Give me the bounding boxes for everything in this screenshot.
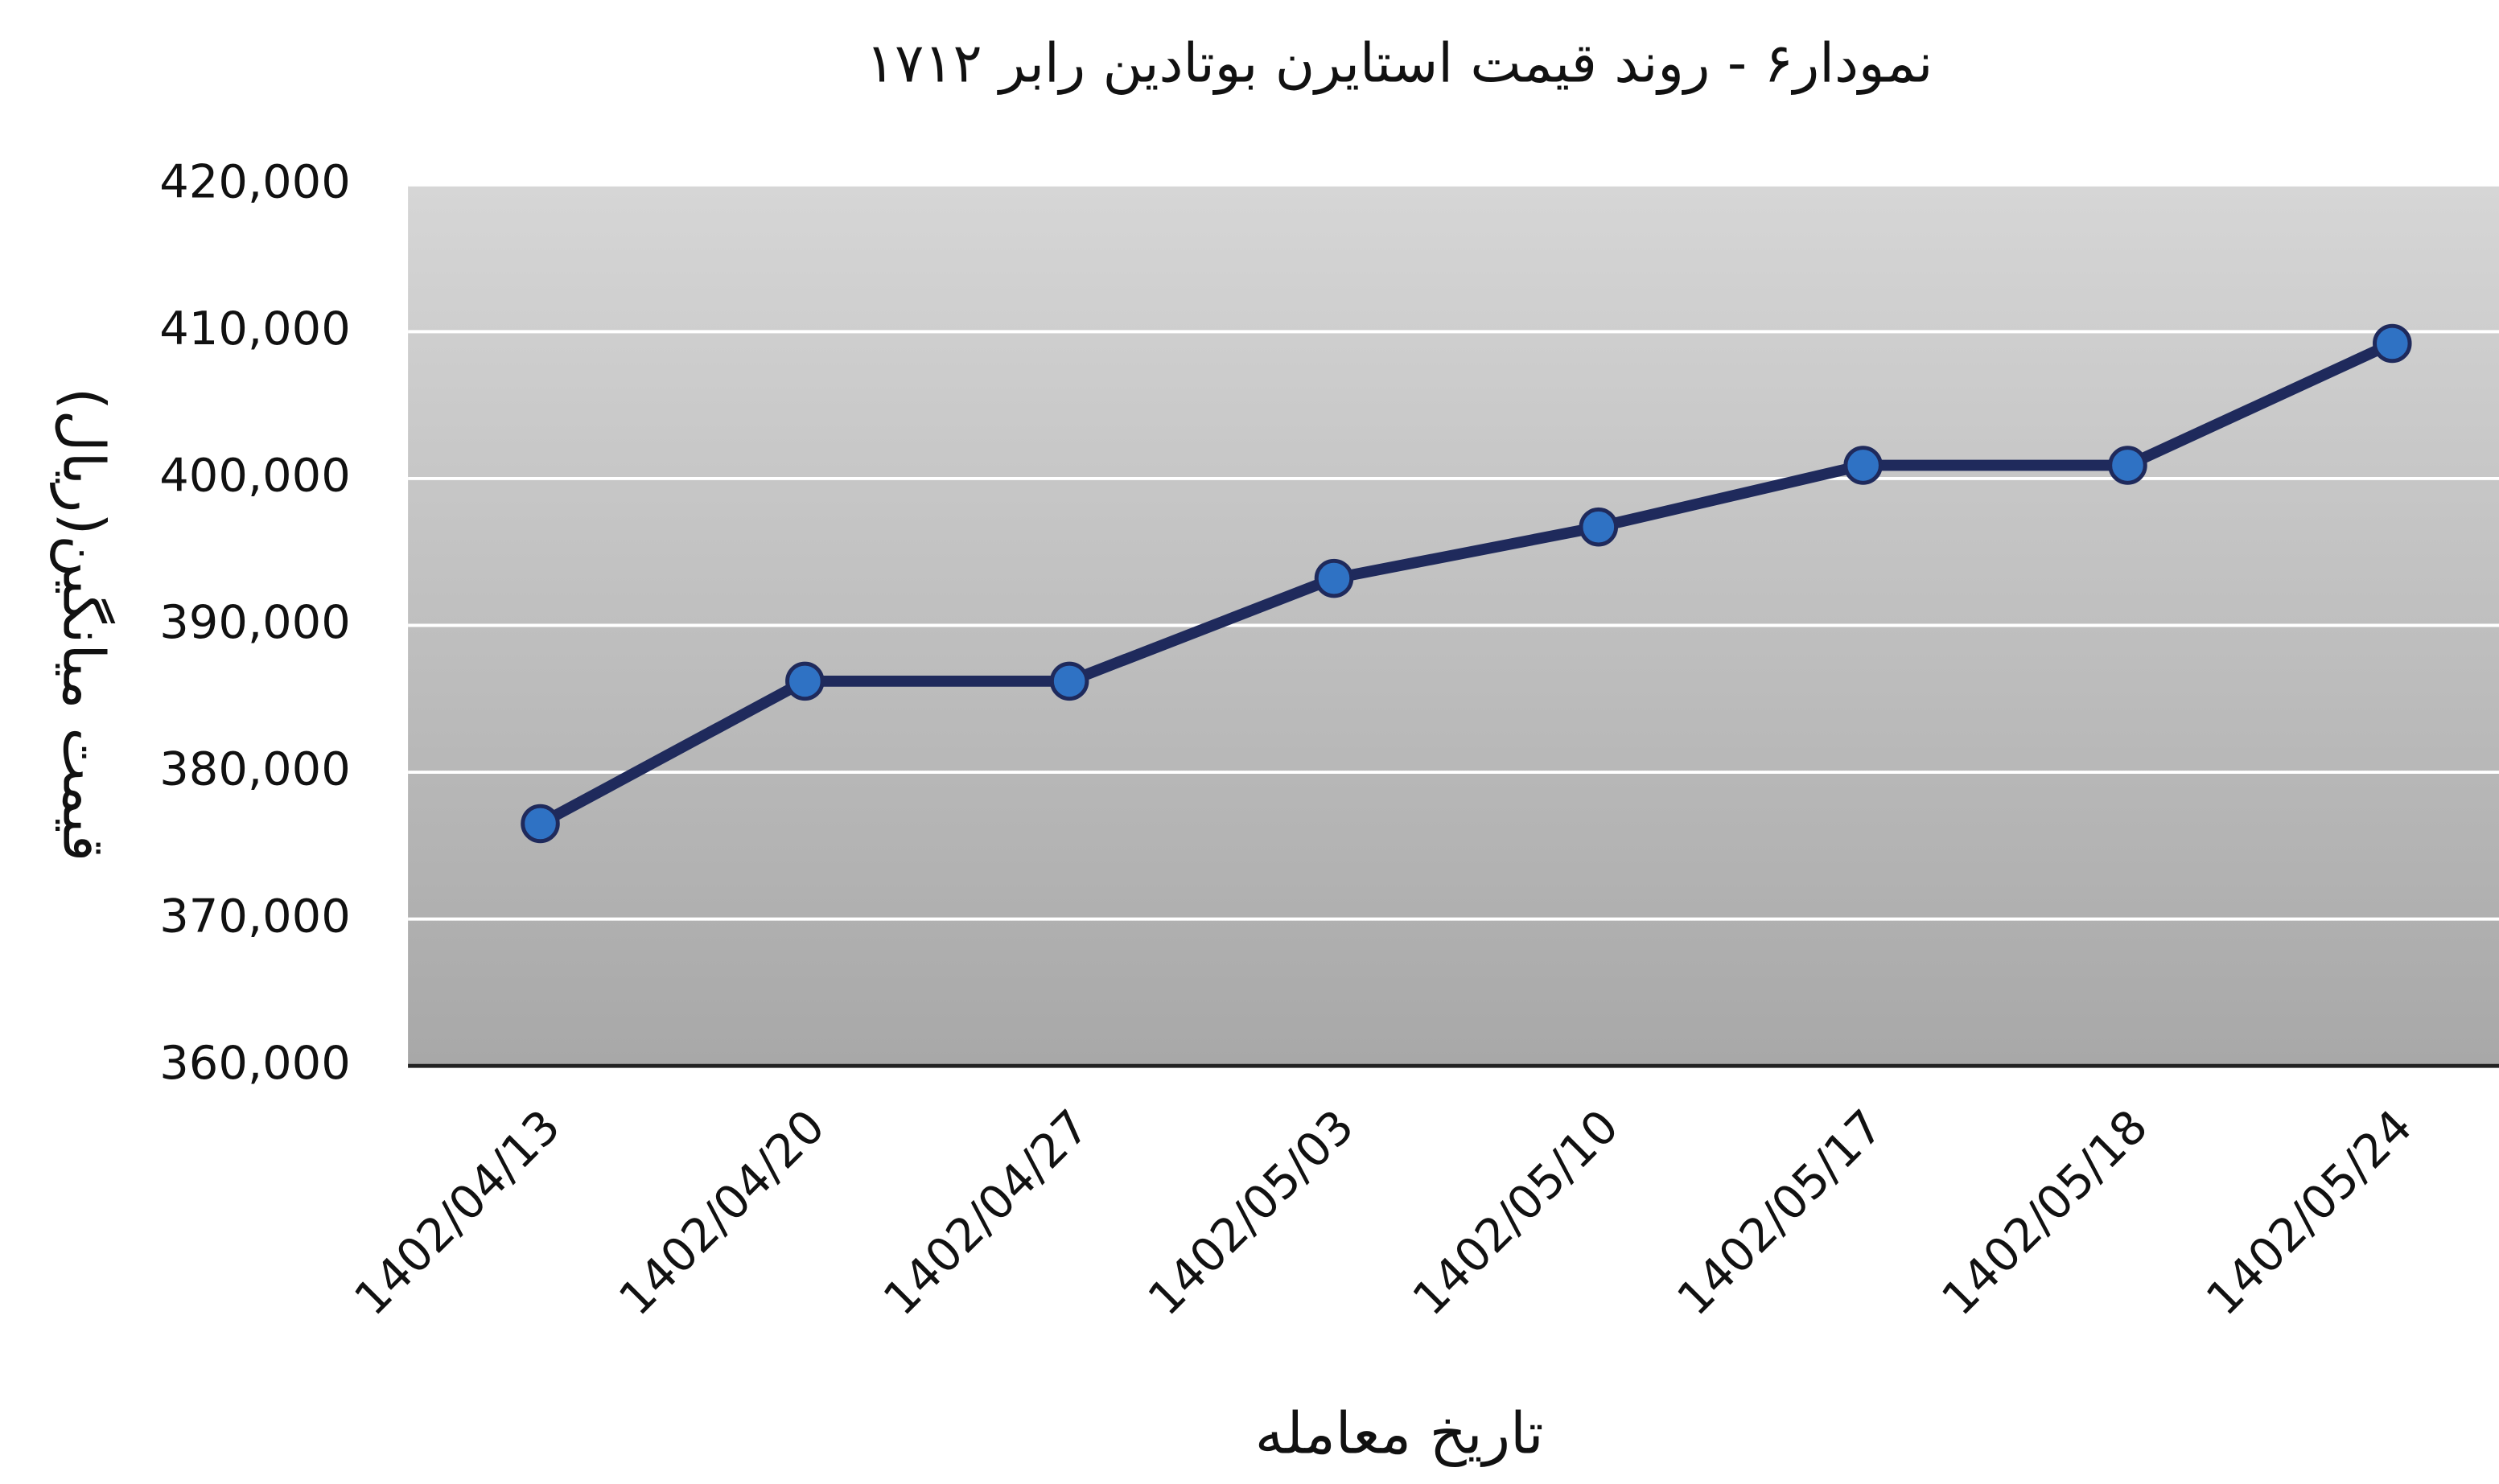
point	[2108, 446, 2147, 485]
x-tick-label: 1402/05/17	[1667, 1100, 1893, 1326]
x-axis-label: تاریخ معامله	[1255, 1400, 1544, 1467]
x-tick-label: 1402/05/24	[2196, 1100, 2422, 1326]
chart-title: نمودار۶ - روند قیمت استایرن بوتادین رابر…	[866, 31, 1933, 96]
x-tick-label: 1402/04/27	[873, 1100, 1099, 1326]
x-tick-label: 1402/04/20	[608, 1100, 834, 1326]
x-tick-label: 1402/05/18	[1932, 1100, 2158, 1326]
y-tick-label: 380,000	[159, 742, 351, 796]
point	[785, 661, 825, 701]
y-tick-label: 400,000	[159, 449, 351, 503]
point	[2373, 323, 2412, 364]
x-tick-label: 1402/04/13	[344, 1100, 570, 1326]
y-tick-label: 360,000	[159, 1036, 351, 1090]
line	[537, 338, 2395, 829]
x-tick-label: 1402/05/10	[1402, 1100, 1628, 1326]
point	[1314, 558, 1354, 598]
point	[521, 804, 560, 844]
y-tick-label: 410,000	[159, 302, 351, 356]
x-tick-label: 1402/05/03	[1138, 1100, 1364, 1326]
y-tick-label: 420,000	[159, 154, 351, 208]
y-tick-label: 370,000	[159, 889, 351, 943]
y-axis-label: قیمت میانگین(ریال)	[50, 388, 117, 861]
point	[1579, 507, 1619, 547]
point	[1843, 446, 1883, 485]
y-tick-label: 390,000	[159, 595, 351, 649]
point	[1049, 661, 1089, 701]
